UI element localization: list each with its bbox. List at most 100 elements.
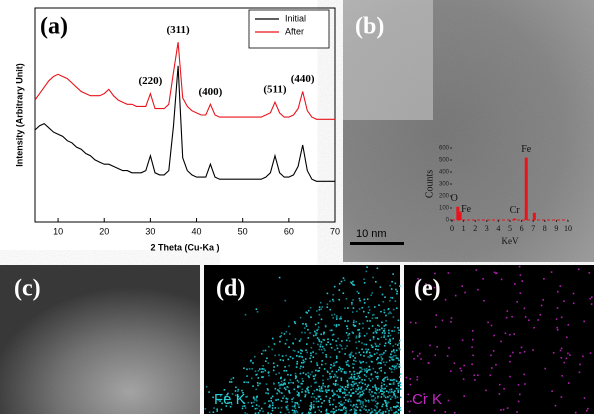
map-dot: [366, 368, 368, 370]
map-dot: [349, 371, 351, 373]
map-dot: [304, 396, 306, 398]
map-dot: [334, 349, 336, 351]
map-dot: [297, 394, 299, 396]
map-dot: [382, 358, 384, 360]
map-dot: [294, 404, 296, 406]
map-dot: [321, 364, 323, 366]
map-dot: [346, 364, 348, 366]
map-dot: [315, 324, 317, 326]
map-dot: [382, 332, 384, 334]
x-tick-label: 3: [485, 224, 489, 233]
map-dot: [353, 376, 355, 378]
map-dot: [360, 362, 362, 364]
map-dot: [263, 350, 265, 352]
map-dot: [564, 362, 566, 364]
map-dot: [292, 406, 294, 408]
map-dot: [309, 358, 311, 360]
map-dot: [287, 374, 289, 376]
map-dot: [509, 334, 511, 336]
map-dot: [557, 307, 559, 309]
map-dot: [346, 298, 348, 300]
map-dot: [340, 386, 342, 388]
map-dot: [339, 367, 341, 369]
map-dot: [345, 348, 347, 350]
map-dot: [336, 357, 338, 359]
map-dot: [388, 330, 390, 332]
map-dot: [356, 388, 358, 390]
map-dot: [384, 330, 386, 332]
map-dot: [297, 411, 299, 413]
map-dot: [321, 402, 323, 404]
map-dot: [556, 327, 558, 329]
map-dot: [367, 356, 369, 358]
map-dot: [275, 374, 277, 376]
map-dot: [388, 332, 390, 334]
map-dot: [317, 370, 319, 372]
map-dot: [274, 355, 276, 357]
map-dot: [356, 337, 358, 339]
map-dot: [395, 289, 397, 291]
map-dot: [392, 297, 394, 299]
map-dot: [368, 312, 370, 314]
map-dot: [310, 316, 312, 318]
map-dot: [393, 309, 395, 311]
map-dot: [393, 316, 395, 318]
map-dot: [507, 407, 509, 409]
map-dot: [352, 392, 354, 394]
map-dot: [485, 390, 487, 392]
map-dot: [284, 387, 286, 389]
y-tick-label: 600: [439, 146, 450, 152]
map-dot: [375, 401, 377, 403]
map-dot: [380, 389, 382, 391]
map-dot: [447, 355, 449, 357]
map-dot: [251, 368, 253, 370]
map-dot: [326, 356, 328, 358]
map-dot: [503, 388, 505, 390]
map-dot: [359, 382, 361, 384]
map-dot: [373, 395, 375, 397]
map-dot: [375, 348, 377, 350]
map-dot: [379, 343, 381, 345]
map-dot: [301, 383, 303, 385]
map-dot: [400, 397, 402, 399]
map-dot: [383, 391, 385, 393]
map-dot: [398, 385, 400, 387]
panel-c: (c): [0, 265, 200, 414]
map-dot: [338, 402, 340, 404]
map-dot: [318, 396, 320, 398]
map-dot: [216, 410, 218, 412]
y-tick-label: 200: [439, 194, 450, 200]
map-dot: [246, 375, 248, 377]
map-dot: [386, 390, 388, 392]
map-dot: [428, 362, 430, 364]
map-dot: [395, 395, 397, 397]
map-dot: [298, 356, 300, 358]
map-dot: [373, 368, 375, 370]
map-dot: [316, 310, 318, 312]
map-dot: [566, 337, 568, 339]
map-dot: [375, 397, 377, 399]
map-dot: [377, 329, 379, 331]
legend-label: Initial: [285, 13, 306, 23]
map-dot: [326, 390, 328, 392]
map-dot: [393, 383, 395, 385]
map-dot: [266, 358, 268, 360]
map-dot: [378, 325, 380, 327]
map-dot: [399, 285, 401, 287]
map-dot: [361, 407, 363, 409]
scale-bar-label: 10 nm: [356, 228, 387, 240]
map-dot: [320, 346, 322, 348]
map-dot: [367, 320, 369, 322]
map-dot: [297, 403, 299, 405]
map-dot: [579, 364, 581, 366]
map-dot: [582, 356, 584, 358]
map-dot: [310, 352, 312, 354]
map-dot: [268, 362, 270, 364]
map-dot: [587, 408, 589, 410]
map-dot: [390, 408, 392, 410]
map-dot: [575, 412, 577, 414]
map-dot: [389, 343, 391, 345]
map-dot: [348, 334, 350, 336]
map-dot: [390, 383, 392, 385]
map-dot: [243, 381, 245, 383]
